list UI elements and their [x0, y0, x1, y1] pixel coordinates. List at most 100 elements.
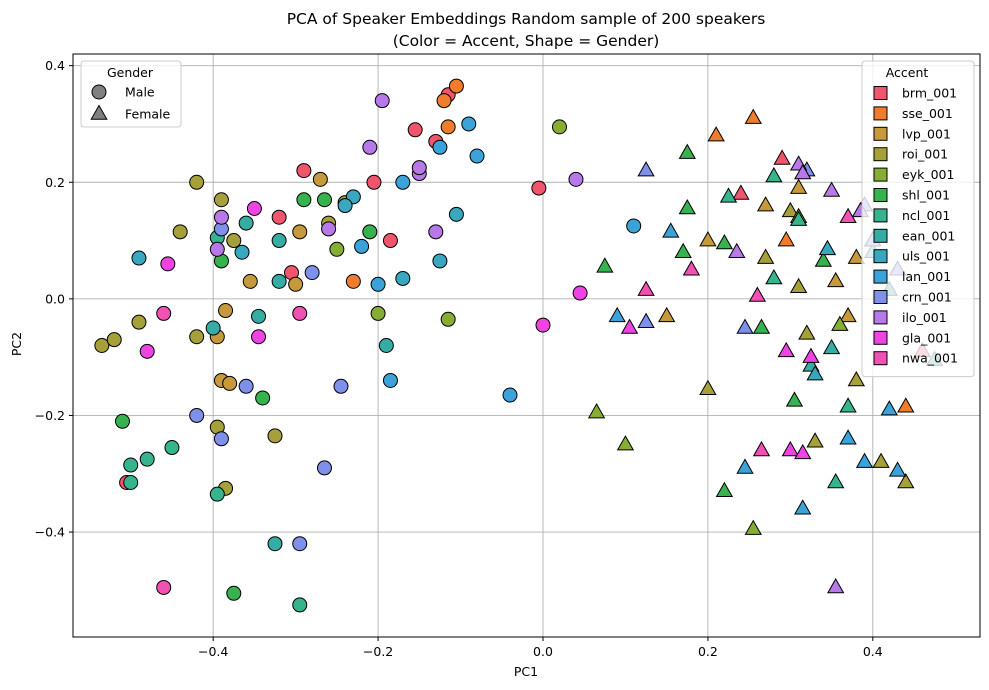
data-point-male [131, 250, 147, 266]
data-point-female [777, 341, 795, 358]
data-point-male [251, 329, 267, 345]
accent-swatch [873, 269, 888, 284]
accent-legend-label: lan_001 [902, 269, 951, 284]
data-point-male [568, 171, 584, 187]
data-point-male [267, 428, 283, 444]
data-point-female [781, 440, 800, 457]
data-point-female [789, 210, 808, 226]
data-point-female [888, 461, 907, 477]
data-point-female [789, 178, 808, 194]
data-point-male [432, 253, 448, 269]
data-point-female [756, 196, 775, 212]
chart-subtitle: (Color = Accent, Shape = Gender) [393, 32, 660, 50]
accent-legend-box [861, 60, 975, 378]
data-point-female [798, 324, 816, 340]
accent-swatch [873, 351, 888, 366]
accent-legend-label: lvp_001 [902, 126, 951, 141]
accent-swatch [873, 167, 888, 182]
data-point-male [370, 276, 386, 292]
data-point-male [255, 390, 271, 406]
data-point-male [382, 372, 398, 388]
x-tick-label: −0.4 [198, 644, 228, 659]
data-point-female [839, 429, 857, 445]
accent-legend-label: gla_001 [902, 330, 951, 345]
data-point-female [637, 161, 655, 177]
gender-legend-label: Male [125, 85, 155, 100]
y-axis-label: PC2 [9, 332, 24, 356]
data-point-male [502, 387, 518, 403]
data-point-female [806, 432, 824, 448]
data-point-male [251, 308, 267, 324]
accent-swatch [873, 290, 888, 304]
data-point-male [551, 119, 567, 135]
data-point-male [333, 378, 349, 394]
data-point-male [292, 536, 308, 552]
data-point-female [719, 187, 738, 203]
accent-swatch [873, 188, 888, 202]
accent-swatch [873, 147, 888, 162]
data-point-female [620, 318, 639, 334]
y-tick-label: −0.4 [35, 525, 65, 540]
data-point-male [436, 93, 452, 109]
data-point-female [827, 271, 845, 288]
data-point-male [172, 224, 188, 240]
data-point-female [715, 481, 734, 498]
data-point-male [345, 273, 361, 289]
data-point-male [213, 209, 229, 225]
data-point-male [222, 375, 238, 391]
data-point-female [699, 379, 717, 395]
data-point-male [156, 579, 172, 595]
data-point-male [378, 338, 394, 353]
data-point-male [572, 285, 588, 301]
data-point-male [407, 122, 423, 138]
female-marker-icon [90, 104, 108, 120]
male-marker-icon [91, 84, 107, 100]
grid-lines [73, 54, 980, 637]
data-point-female [777, 231, 795, 247]
data-point-male [469, 148, 485, 164]
data-point-female [587, 403, 606, 419]
data-point-male [238, 378, 254, 394]
data-point-female [608, 306, 626, 323]
y-tick-label: 0.2 [45, 175, 65, 190]
accent-swatch [873, 249, 888, 264]
data-point-male [213, 192, 229, 208]
accent-swatch [873, 310, 888, 325]
y-axis-ticks: −0.4 −0.2 0.0 0.2 0.4 [35, 58, 73, 540]
data-point-female [827, 577, 845, 594]
data-points [94, 78, 944, 613]
data-point-female [785, 391, 804, 407]
accent-legend: Accent brm_001 sse_001 lvp_001 roi_001 eyk_00… [861, 60, 975, 378]
data-point-male [370, 305, 386, 321]
data-point-female [794, 499, 812, 515]
data-point-female [596, 257, 614, 273]
data-point-female [781, 201, 800, 218]
y-tick-label: 0.0 [45, 291, 65, 306]
data-point-female [847, 370, 865, 387]
data-point-female [637, 312, 655, 328]
data-point-male [271, 233, 287, 249]
accent-legend-label: crn_001 [902, 290, 952, 305]
data-point-male [428, 224, 444, 240]
accent-legend-label: shl_001 [902, 188, 950, 203]
data-point-male [189, 174, 205, 190]
data-point-female [616, 435, 635, 451]
data-point-female [806, 365, 824, 381]
data-point-male [362, 224, 378, 240]
x-axis-ticks: −0.4 −0.2 0.0 0.2 0.4 [198, 637, 883, 659]
data-point-male [304, 265, 320, 281]
x-axis-label: PC1 [514, 664, 538, 679]
accent-swatch [873, 86, 888, 100]
data-point-male [292, 597, 308, 613]
data-point-female [827, 472, 845, 489]
data-point-female [802, 347, 820, 363]
x-tick-label: 0.2 [698, 644, 718, 659]
data-point-female [752, 318, 771, 334]
data-point-female [678, 198, 696, 215]
data-point-female [707, 126, 725, 142]
data-point-male [242, 273, 258, 289]
accent-legend-label: ean_001 [902, 228, 955, 243]
data-point-male [382, 233, 398, 249]
data-point-male [234, 244, 250, 260]
